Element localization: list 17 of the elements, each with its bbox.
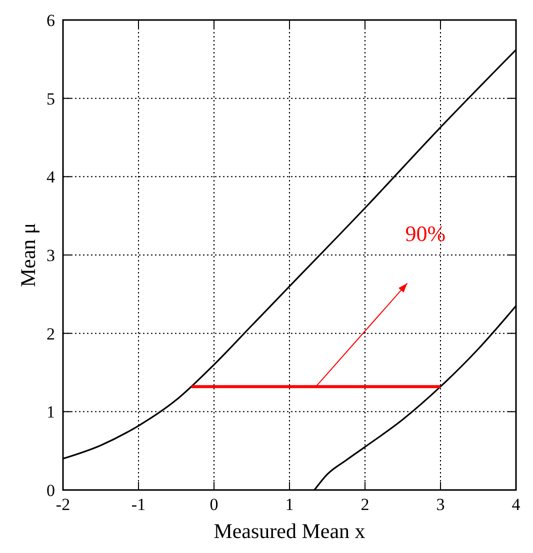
x-tick-label: -1 — [131, 495, 146, 514]
y-tick-label: 3 — [46, 246, 55, 265]
annotation: 90% — [405, 220, 446, 246]
y-tick-label: 1 — [46, 402, 55, 422]
y-tick-label: 0 — [46, 481, 55, 500]
x-axis-title: Measured Mean x — [214, 519, 366, 543]
x-tick-label: 3 — [436, 495, 445, 514]
x-tick-label: 0 — [210, 495, 218, 514]
y-axis-title: Mean μ — [16, 222, 40, 288]
x-tick-label: 4 — [512, 495, 521, 514]
x-tick-label: 2 — [360, 495, 370, 514]
x-tick-label: -2 — [56, 495, 70, 514]
y-tick-label: 6 — [46, 11, 55, 30]
x-tick-label: 1 — [285, 495, 294, 514]
y-tick-label: 4 — [46, 168, 56, 187]
y-tick-label: 2 — [46, 324, 55, 344]
y-tick-label: 5 — [46, 89, 55, 108]
